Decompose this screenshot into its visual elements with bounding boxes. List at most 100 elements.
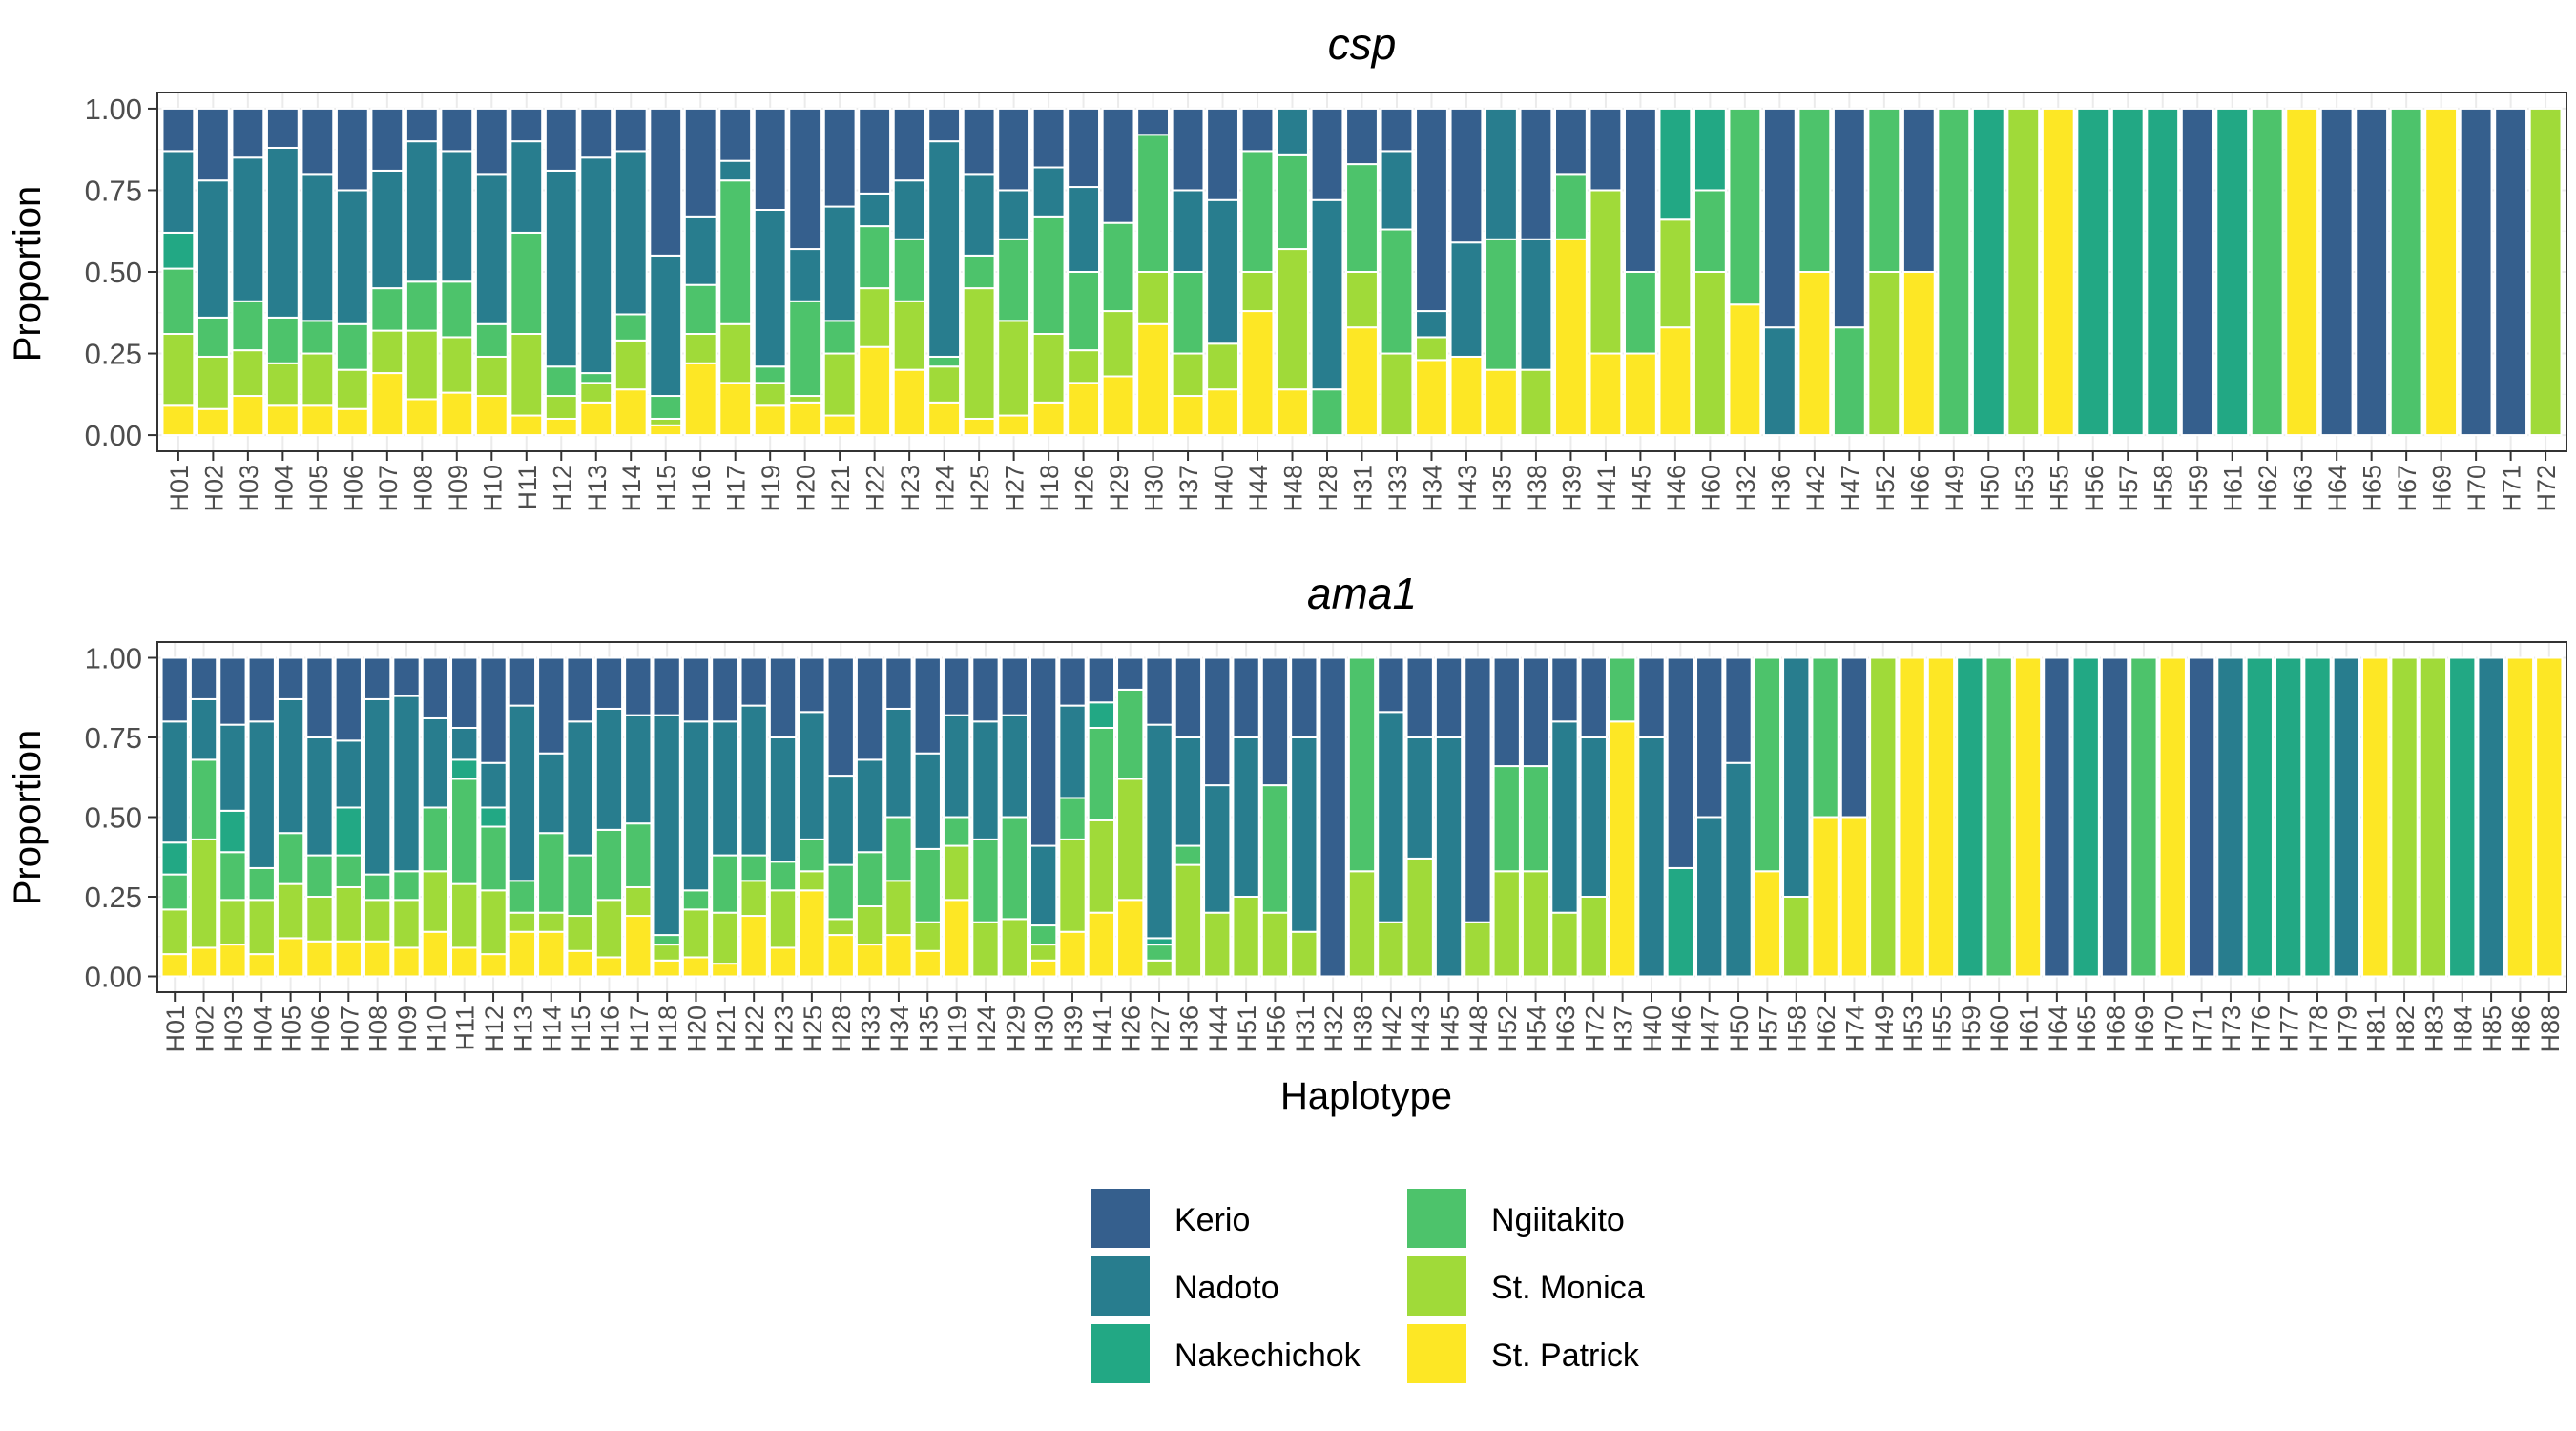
bar-segment (1753, 656, 1782, 873)
bar-segment (1728, 107, 1762, 306)
bar-segment (1174, 656, 1203, 739)
bar-segment (1203, 656, 1232, 787)
bar-segment (913, 656, 942, 755)
bar-segment (1415, 359, 1448, 437)
bar-segment (711, 911, 739, 965)
bar-segment (942, 656, 971, 716)
x-tick-label: H31 (1291, 1006, 1319, 1053)
bar-segment (798, 889, 826, 978)
legend-item: St. Monica (1407, 1256, 1645, 1316)
legend-key (1407, 1324, 1466, 1383)
bar-segment (276, 937, 305, 978)
bar-segment (265, 404, 300, 437)
x-tick-label: H21 (826, 465, 855, 512)
bar-segment (1174, 844, 1203, 866)
bar-segment (942, 844, 971, 902)
bar-segment (544, 107, 578, 172)
bar-segment (160, 720, 189, 844)
bar-segment (160, 656, 189, 723)
bar-segment (1031, 215, 1066, 336)
x-tick-label: H59 (2184, 465, 2212, 512)
bar-segment (479, 656, 508, 764)
panel-title: ama1 (1307, 569, 1417, 618)
legend-item: Nadoto (1091, 1256, 1279, 1316)
bar-segment (649, 107, 683, 257)
bar-segment (1658, 107, 1693, 221)
x-tick-label: H38 (1523, 465, 1551, 512)
bar-segment (739, 880, 768, 918)
bar-segment (788, 395, 822, 404)
bar-segment (474, 355, 509, 398)
x-tick-label: H30 (1030, 1006, 1059, 1053)
bar-segment (822, 414, 857, 437)
bar-segment (392, 870, 421, 902)
x-tick-label: H14 (617, 465, 646, 512)
x-tick-label: H29 (1105, 465, 1133, 512)
x-tick-label: H42 (1378, 1006, 1406, 1053)
bar-segment (1145, 959, 1174, 978)
bar-segment (474, 107, 509, 176)
x-tick-label: H33 (857, 1006, 885, 1053)
bar-segment (1145, 656, 1174, 726)
bar-segment (405, 140, 439, 283)
x-tick-label: H08 (364, 1006, 393, 1053)
x-tick-label: H46 (1662, 465, 1691, 512)
bar-segment (1145, 723, 1174, 940)
bar-segment (798, 838, 826, 873)
bar-segment (739, 704, 768, 857)
bar-segment (231, 395, 265, 437)
bar-segment (189, 656, 218, 700)
bar-segment (2332, 656, 2361, 978)
bar-segment (1666, 656, 1694, 869)
bar-segment (1937, 107, 1971, 437)
bar-segment (509, 231, 544, 336)
bar-segment (1637, 656, 1666, 739)
bar-segment (334, 806, 363, 857)
x-tick-label: H22 (862, 465, 890, 512)
bar-segment (189, 697, 218, 761)
bar-segment (858, 192, 892, 228)
bar-segment (305, 895, 334, 943)
bar-segment (579, 156, 613, 375)
bar-segment (1058, 797, 1087, 840)
bar-segment (405, 398, 439, 437)
bar-segment (479, 953, 508, 978)
bar-segment (370, 372, 405, 437)
bar-segment (826, 863, 855, 921)
bar-segment (1762, 107, 1797, 329)
x-tick-label: H36 (1174, 1006, 1203, 1053)
bar-segment (1319, 656, 1347, 978)
bar-segment (798, 656, 826, 714)
bar-segment (1797, 107, 1832, 273)
legend-label: St. Patrick (1491, 1338, 1640, 1374)
bar-segment (160, 873, 189, 911)
bar-segment (1029, 944, 1058, 962)
x-tick-label: H21 (712, 1006, 740, 1053)
bar-segment (1058, 656, 1087, 707)
x-tick-label: H44 (1204, 1006, 1233, 1053)
x-tick-label: H03 (235, 465, 263, 512)
bar-segment (927, 401, 962, 437)
bar-segment (1901, 107, 1936, 273)
bar-segment (2146, 107, 2180, 437)
x-tick-label: H45 (1627, 465, 1655, 512)
bar-segment (265, 362, 300, 407)
bar-segment (1000, 714, 1028, 819)
x-tick-label: H61 (2219, 465, 2248, 512)
bar-segment (1449, 107, 1484, 244)
x-tick-label: H57 (1754, 1006, 1782, 1053)
bar-segment (450, 778, 479, 885)
bar-segment (537, 911, 566, 933)
bar-segment (624, 656, 653, 716)
bar-segment (822, 107, 857, 208)
bar-segment (822, 352, 857, 417)
bar-segment (1171, 352, 1205, 398)
bar-segment (2216, 656, 2245, 978)
bar-segment (421, 930, 450, 978)
bar-segment (681, 889, 711, 911)
bar-segment (892, 179, 926, 240)
bar-segment (1345, 163, 1379, 274)
bar-segment (1415, 107, 1448, 313)
x-tick-label: H76 (2246, 1006, 2275, 1053)
x-tick-label: H24 (931, 465, 960, 512)
